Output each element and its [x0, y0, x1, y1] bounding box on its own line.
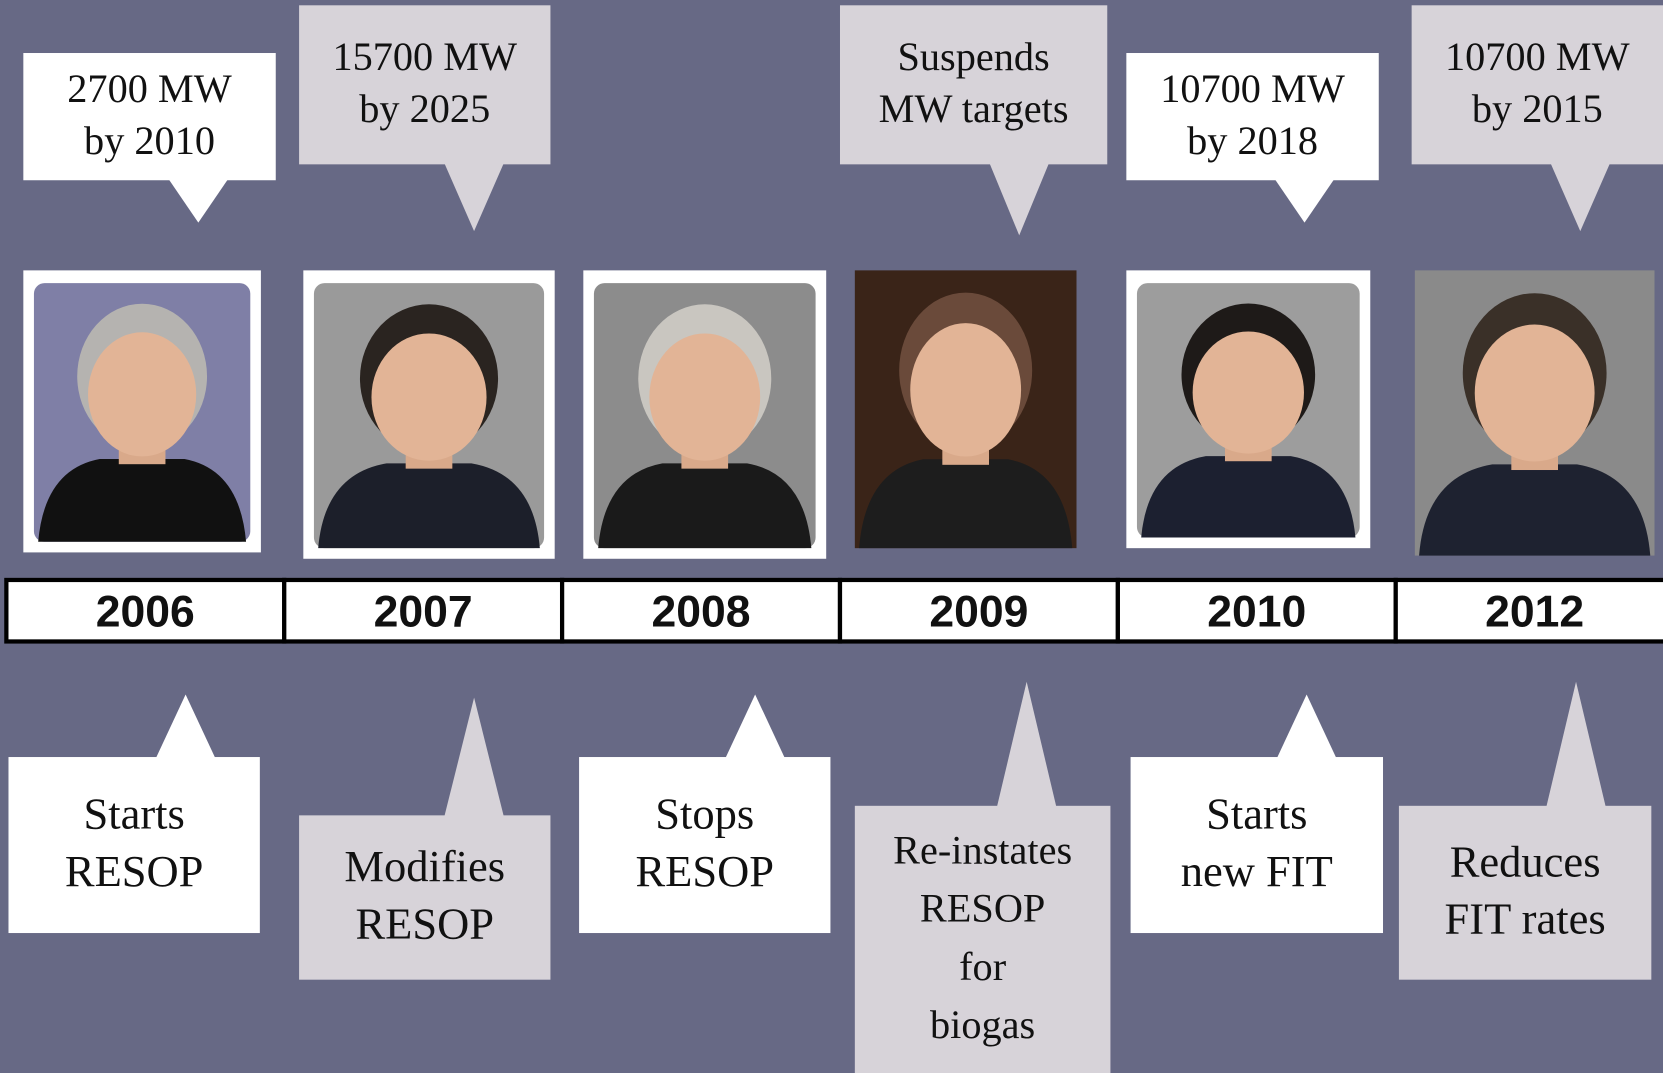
callout-text: RESOP: [65, 846, 204, 896]
callout-text: 10700 MW: [1160, 66, 1345, 111]
callout-text: by 2025: [359, 86, 490, 131]
callout-box: [299, 5, 550, 164]
portrait: [583, 270, 826, 558]
callout-text: MW targets: [879, 86, 1069, 131]
callout-box: [1412, 5, 1663, 164]
callout-text: new FIT: [1181, 846, 1333, 896]
callout-text: Starts: [1206, 789, 1307, 839]
year-label: 2007: [374, 588, 473, 637]
year-label: 2009: [929, 588, 1028, 637]
callout-text: Reduces: [1450, 836, 1601, 886]
callout-text: FIT rates: [1445, 894, 1606, 944]
photo-face: [649, 333, 760, 460]
portrait: [1415, 270, 1655, 555]
page: 2700 MW by 2010 2006 Starts RESOP 15700 MW by …: [0, 0, 1663, 1073]
callout-text: RESOP: [920, 886, 1045, 931]
callout-text: by 2010: [84, 118, 215, 163]
portrait: [855, 270, 1077, 548]
callout-text: biogas: [930, 1002, 1035, 1047]
photo-face: [910, 323, 1021, 456]
callout-text: Re-instates: [893, 827, 1072, 872]
photo-face: [1475, 325, 1595, 462]
callout-text: Suspends: [898, 34, 1050, 79]
callout-text: RESOP: [355, 898, 494, 948]
callout-text: 10700 MW: [1445, 34, 1630, 79]
year-label: 2006: [96, 588, 195, 637]
callout-text: Starts: [83, 789, 184, 839]
portrait: [23, 270, 261, 552]
callout-text: Modifies: [344, 841, 505, 891]
callout-text: 15700 MW: [332, 34, 517, 79]
portrait: [1126, 270, 1370, 548]
year-label: 2008: [652, 588, 751, 637]
portrait: [303, 270, 554, 558]
callout-text: Stops: [655, 789, 754, 839]
callout-text: RESOP: [635, 846, 774, 896]
year-label: 2012: [1485, 588, 1584, 637]
callout-text: by 2018: [1187, 118, 1318, 163]
callout-text: 2700 MW: [67, 66, 231, 111]
photo-face: [88, 332, 196, 456]
year-label: 2010: [1207, 588, 1306, 637]
photo-face: [371, 333, 486, 460]
callout-text: for: [959, 944, 1007, 989]
callout-box: [840, 5, 1107, 164]
timeline-slide: 2700 MW by 2010 2006 Starts RESOP 15700 MW by …: [0, 0, 1663, 1073]
callout-text: by 2015: [1472, 86, 1603, 131]
photo-face: [1193, 331, 1304, 453]
